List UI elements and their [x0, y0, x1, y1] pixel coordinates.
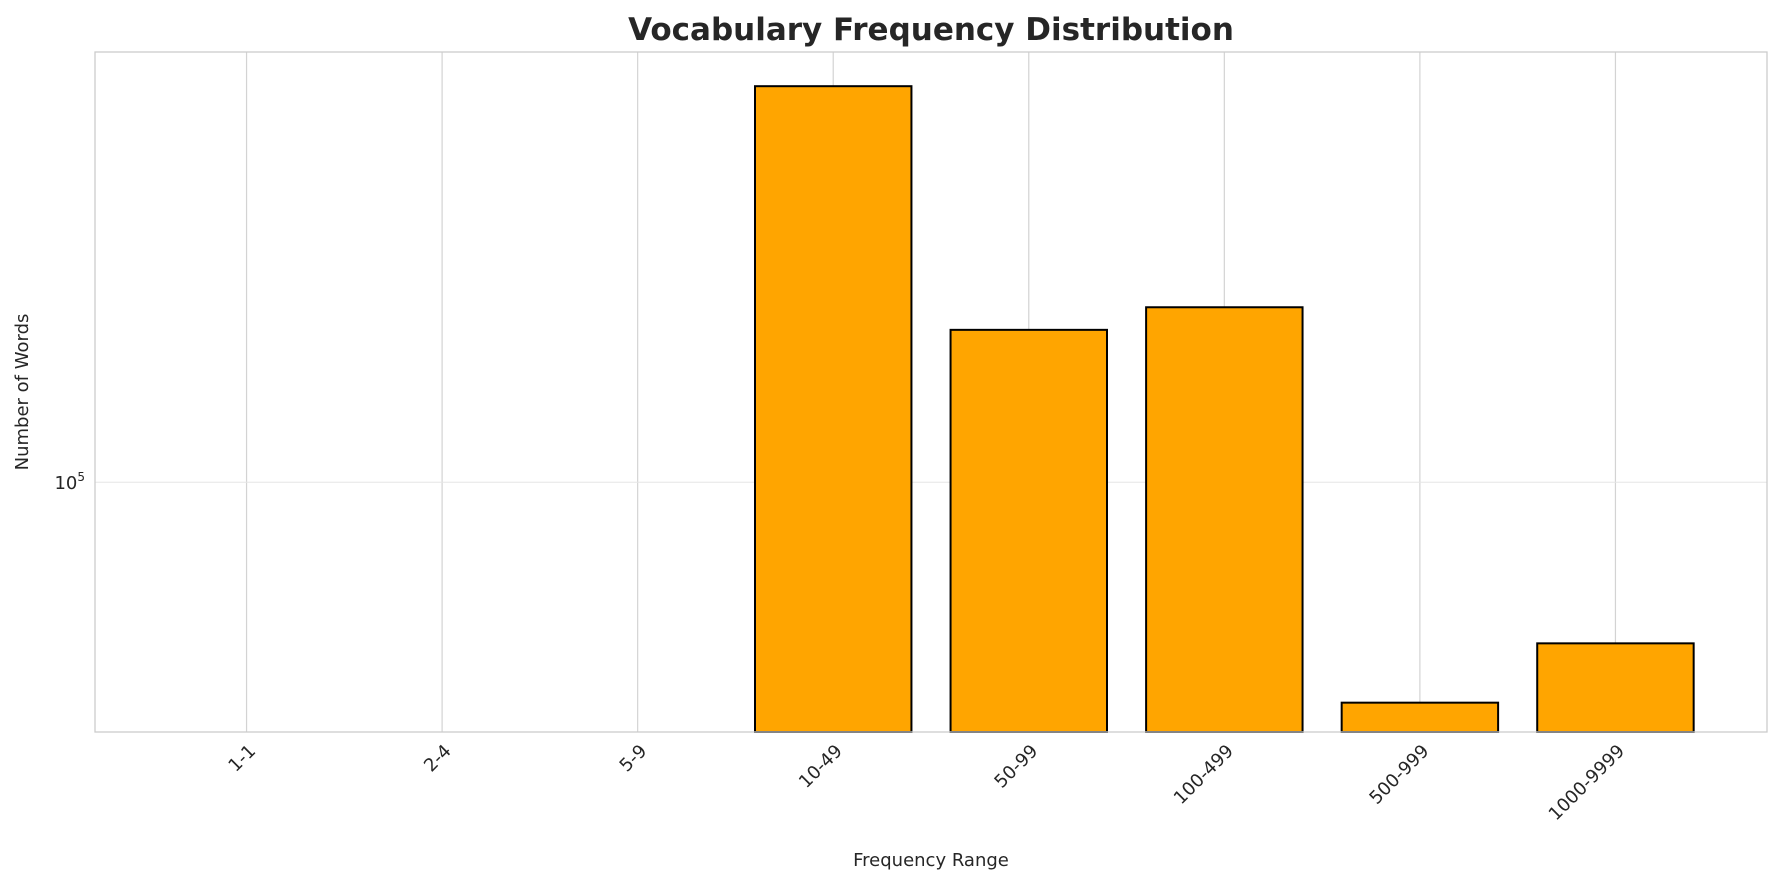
x-tick-label: 1000-9999: [1545, 741, 1629, 825]
chart-title: Vocabulary Frequency Distribution: [628, 12, 1234, 48]
bar-1000-9999: [1536, 642, 1695, 733]
x-tick-label: 1-1: [224, 741, 260, 777]
x-tick-label: 50-99: [990, 741, 1042, 793]
bars-layer: [754, 85, 1695, 734]
bar-500-999: [1340, 701, 1500, 734]
grid-layer: [95, 52, 1767, 732]
bar-50-99: [949, 328, 1108, 733]
plot-frame: [94, 51, 1768, 733]
x-tick-label: 500-999: [1365, 741, 1433, 809]
x-tick-label: 100-499: [1170, 741, 1238, 809]
x-tick-label: 5-9: [616, 741, 652, 777]
bar-100-499: [1145, 306, 1304, 733]
y-tick-label: 105: [54, 470, 85, 494]
x-axis-label: Frequency Range: [853, 850, 1009, 871]
x-tick-label: 2-4: [420, 741, 456, 777]
x-tick-label: 10-49: [795, 741, 847, 793]
y-axis-label: Number of Words: [12, 314, 33, 471]
bar-10-49: [754, 85, 913, 733]
